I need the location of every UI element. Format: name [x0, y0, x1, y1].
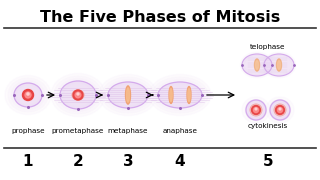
Circle shape — [271, 101, 289, 119]
Text: cytokinesis: cytokinesis — [248, 123, 288, 129]
Ellipse shape — [155, 80, 205, 111]
Ellipse shape — [159, 82, 201, 107]
Ellipse shape — [255, 61, 259, 69]
Ellipse shape — [266, 55, 292, 75]
Text: 5: 5 — [263, 154, 273, 170]
Ellipse shape — [102, 77, 154, 113]
Ellipse shape — [99, 75, 157, 116]
Text: 3: 3 — [123, 154, 133, 170]
Ellipse shape — [15, 84, 41, 106]
Circle shape — [22, 89, 34, 100]
Circle shape — [27, 93, 29, 95]
Ellipse shape — [152, 77, 208, 113]
Ellipse shape — [242, 54, 272, 76]
Ellipse shape — [108, 82, 148, 108]
Ellipse shape — [109, 82, 147, 107]
Ellipse shape — [60, 81, 96, 109]
Text: 2: 2 — [73, 154, 84, 170]
Circle shape — [77, 93, 79, 95]
Ellipse shape — [62, 82, 94, 108]
Circle shape — [25, 92, 31, 98]
Ellipse shape — [243, 55, 271, 75]
Ellipse shape — [149, 75, 211, 116]
Circle shape — [277, 107, 283, 112]
Circle shape — [73, 90, 83, 100]
Ellipse shape — [169, 87, 173, 104]
Circle shape — [246, 100, 266, 120]
Ellipse shape — [245, 100, 267, 120]
Text: 4: 4 — [175, 154, 185, 170]
Ellipse shape — [8, 78, 48, 112]
Ellipse shape — [63, 83, 93, 107]
Text: prophase: prophase — [11, 128, 45, 134]
Circle shape — [272, 102, 288, 118]
Circle shape — [75, 92, 81, 98]
Circle shape — [253, 107, 259, 112]
Ellipse shape — [16, 84, 40, 106]
Ellipse shape — [5, 75, 51, 114]
Text: anaphase: anaphase — [163, 128, 197, 134]
Circle shape — [270, 100, 290, 120]
Ellipse shape — [11, 80, 45, 109]
Circle shape — [274, 104, 286, 116]
Ellipse shape — [266, 55, 292, 75]
Circle shape — [250, 104, 262, 116]
Ellipse shape — [110, 83, 146, 107]
Ellipse shape — [54, 76, 102, 114]
Ellipse shape — [262, 52, 295, 78]
Ellipse shape — [161, 84, 199, 107]
Ellipse shape — [188, 89, 190, 102]
Ellipse shape — [187, 87, 191, 104]
Circle shape — [248, 102, 264, 118]
Ellipse shape — [277, 61, 281, 69]
Circle shape — [270, 100, 290, 120]
Circle shape — [246, 100, 266, 120]
Ellipse shape — [14, 83, 42, 107]
Ellipse shape — [160, 83, 200, 107]
Ellipse shape — [61, 82, 95, 108]
Text: 1: 1 — [23, 154, 33, 170]
Ellipse shape — [111, 84, 145, 107]
Ellipse shape — [254, 59, 260, 71]
Ellipse shape — [269, 100, 291, 120]
Ellipse shape — [265, 55, 293, 75]
Ellipse shape — [22, 90, 34, 100]
Ellipse shape — [57, 78, 99, 111]
Ellipse shape — [51, 73, 105, 116]
Ellipse shape — [244, 55, 270, 75]
Circle shape — [247, 101, 265, 119]
Ellipse shape — [242, 97, 270, 123]
Text: metaphase: metaphase — [108, 128, 148, 134]
Ellipse shape — [266, 97, 294, 123]
Circle shape — [255, 108, 257, 110]
Ellipse shape — [264, 54, 294, 76]
Ellipse shape — [105, 80, 151, 111]
Ellipse shape — [244, 55, 270, 75]
Text: The Five Phases of Mitosis: The Five Phases of Mitosis — [40, 10, 280, 25]
Ellipse shape — [158, 82, 202, 108]
Ellipse shape — [125, 86, 131, 104]
Ellipse shape — [170, 89, 172, 102]
Ellipse shape — [241, 52, 274, 78]
Ellipse shape — [276, 59, 282, 71]
Circle shape — [279, 108, 281, 110]
Circle shape — [276, 105, 284, 114]
Text: prometaphase: prometaphase — [52, 128, 104, 134]
Circle shape — [252, 105, 260, 114]
Text: telophase: telophase — [250, 44, 286, 50]
Ellipse shape — [126, 88, 130, 102]
Ellipse shape — [72, 90, 84, 100]
